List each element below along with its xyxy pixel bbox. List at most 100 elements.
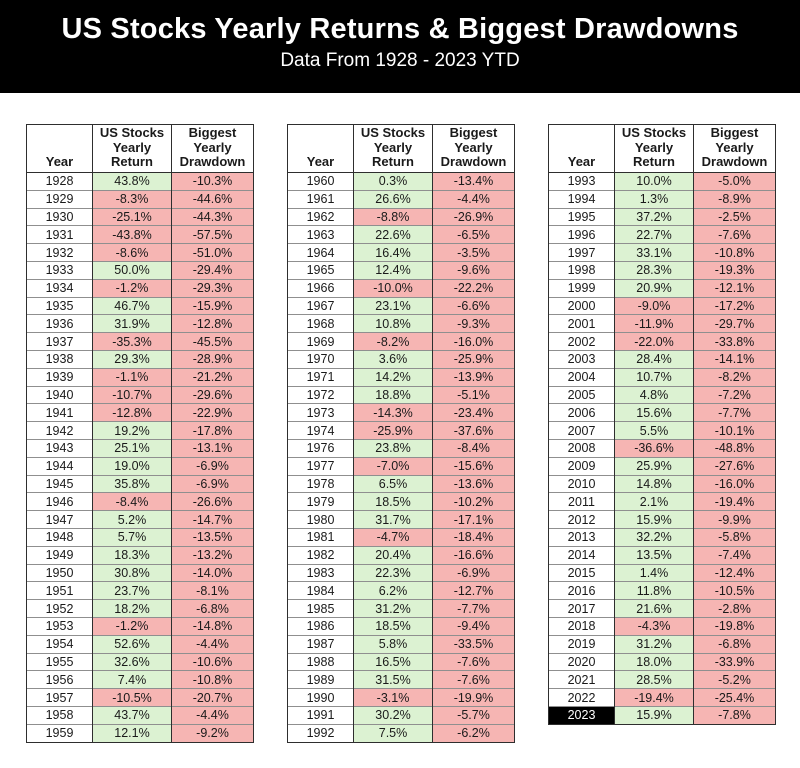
table-row: 2017 21.6% -2.8% <box>548 599 776 618</box>
return-cell: 5.7% <box>92 527 172 547</box>
drawdown-cell: -6.9% <box>171 474 254 493</box>
return-cell: 15.6% <box>614 403 694 422</box>
year-cell: 1932 <box>26 243 93 262</box>
return-cell: 12.4% <box>353 260 433 280</box>
year-cell: 1985 <box>287 599 354 618</box>
return-cell: -8.6% <box>92 243 172 262</box>
return-cell: 10.8% <box>353 314 433 333</box>
return-cell: -1.1% <box>92 367 172 387</box>
return-cell: 28.5% <box>614 670 694 689</box>
drawdown-cell: -7.4% <box>693 545 776 565</box>
year-cell: 1989 <box>287 670 354 689</box>
drawdown-cell: -18.4% <box>432 527 515 547</box>
table-row: 1965 12.4% -9.6% <box>287 260 515 280</box>
year-cell: 1972 <box>287 385 354 404</box>
year-cell: 1935 <box>26 296 93 315</box>
year-cell: 1930 <box>26 207 93 226</box>
return-cell: 31.5% <box>353 670 433 689</box>
return-cell: 18.0% <box>614 652 694 671</box>
year-cell: 1941 <box>26 403 93 422</box>
table-row: 1981 -4.7% -18.4% <box>287 527 515 547</box>
table-row: 1969 -8.2% -16.0% <box>287 332 515 351</box>
table-row: 1957 -10.5% -20.7% <box>26 688 254 707</box>
year-cell: 2017 <box>548 599 615 618</box>
year-cell: 1986 <box>287 616 354 636</box>
return-cell: -35.3% <box>92 332 172 351</box>
year-cell: 2022 <box>548 688 615 707</box>
drawdown-cell: -10.6% <box>171 652 254 671</box>
drawdown-cell: -16.0% <box>693 474 776 493</box>
return-cell: 16.4% <box>353 243 433 262</box>
drawdown-cell: -27.6% <box>693 456 776 476</box>
drawdown-cell: -19.9% <box>432 688 515 707</box>
table-row: 1951 23.7% -8.1% <box>26 581 254 600</box>
table-row: 1976 23.8% -8.4% <box>287 438 515 458</box>
drawdown-cell: -8.2% <box>693 367 776 387</box>
year-cell: 1968 <box>287 314 354 333</box>
year-cell: 1940 <box>26 385 93 404</box>
return-cell: -36.6% <box>614 438 694 458</box>
page-subtitle: Data From 1928 - 2023 YTD <box>280 50 520 72</box>
table-row: 1947 5.2% -14.7% <box>26 510 254 529</box>
table-row: 1961 26.6% -4.4% <box>287 189 515 209</box>
return-cell: 13.5% <box>614 545 694 565</box>
table-row: 2002 -22.0% -33.8% <box>548 332 776 351</box>
drawdown-cell: -29.7% <box>693 314 776 333</box>
return-cell: -4.7% <box>353 527 433 547</box>
drawdown-cell: -17.1% <box>432 510 515 529</box>
return-cell: 43.7% <box>92 705 172 725</box>
return-cell: 12.1% <box>92 723 172 742</box>
drawdown-cell: -12.4% <box>693 563 776 582</box>
drawdown-cell: -5.1% <box>432 385 515 404</box>
return-cell: -22.0% <box>614 332 694 351</box>
drawdown-cell: -5.7% <box>432 705 515 725</box>
year-cell: 1946 <box>26 492 93 511</box>
table-header: Year US Stocks Yearly Return Biggest Yea… <box>26 124 254 173</box>
drawdown-cell: -3.5% <box>432 243 515 262</box>
return-cell: 43.8% <box>92 172 172 191</box>
year-cell: 1969 <box>287 332 354 351</box>
return-cell: 5.8% <box>353 634 433 654</box>
drawdown-cell: -20.7% <box>171 688 254 707</box>
returns-table-1928-1959: Year US Stocks Yearly Return Biggest Yea… <box>26 124 254 743</box>
table-header: Year US Stocks Yearly Return Biggest Yea… <box>548 124 776 173</box>
table-row: 1945 35.8% -6.9% <box>26 474 254 493</box>
return-cell: 20.9% <box>614 278 694 298</box>
table-row: 1993 10.0% -5.0% <box>548 172 776 191</box>
return-cell: 35.8% <box>92 474 172 493</box>
year-cell: 2004 <box>548 367 615 387</box>
table-row: 1950 30.8% -14.0% <box>26 563 254 582</box>
drawdown-cell: -7.6% <box>432 670 515 689</box>
return-cell: 30.8% <box>92 563 172 582</box>
table-row: 1958 43.7% -4.4% <box>26 705 254 725</box>
year-cell: 1979 <box>287 492 354 511</box>
year-cell: 2015 <box>548 563 615 582</box>
drawdown-cell: -5.0% <box>693 172 776 191</box>
drawdown-cell: -13.1% <box>171 438 254 458</box>
drawdown-cell: -13.4% <box>432 172 515 191</box>
table-row: 1936 31.9% -12.8% <box>26 314 254 333</box>
drawdown-cell: -19.3% <box>693 260 776 280</box>
drawdown-cell: -22.9% <box>171 403 254 422</box>
drawdown-cell: -37.6% <box>432 421 515 440</box>
table-row: 1995 37.2% -2.5% <box>548 207 776 226</box>
drawdown-cell: -33.9% <box>693 652 776 671</box>
table-row: 1934 -1.2% -29.3% <box>26 278 254 298</box>
return-column-header: US Stocks Yearly Return <box>353 124 433 173</box>
return-cell: 23.7% <box>92 581 172 600</box>
table-row: 1956 7.4% -10.8% <box>26 670 254 689</box>
year-cell: 1961 <box>287 189 354 209</box>
year-cell: 1942 <box>26 421 93 440</box>
year-cell: 2012 <box>548 510 615 529</box>
drawdown-cell: -26.6% <box>171 492 254 511</box>
table-row: 2016 11.8% -10.5% <box>548 581 776 600</box>
year-cell: 1995 <box>548 207 615 226</box>
return-cell: -10.7% <box>92 385 172 404</box>
drawdown-column-header: Biggest Yearly Drawdown <box>171 124 254 173</box>
table-row: 2014 13.5% -7.4% <box>548 545 776 565</box>
return-cell: -14.3% <box>353 403 433 422</box>
drawdown-cell: -14.1% <box>693 349 776 369</box>
table-row: 2019 31.2% -6.8% <box>548 634 776 654</box>
table-row: 1940 -10.7% -29.6% <box>26 385 254 404</box>
table-row: 1974 -25.9% -37.6% <box>287 421 515 440</box>
